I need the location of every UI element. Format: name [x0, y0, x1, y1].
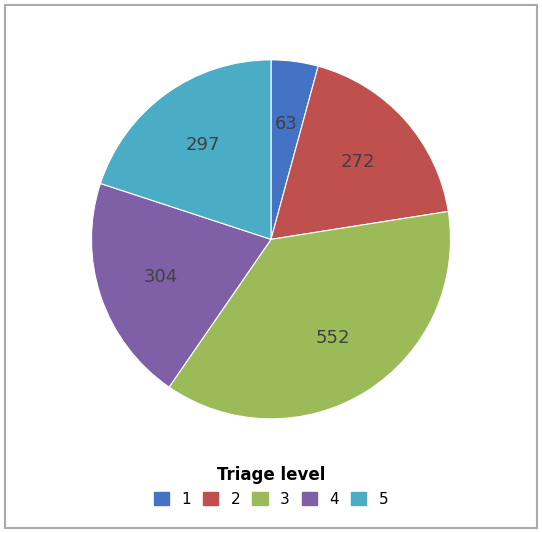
Wedge shape [169, 212, 450, 419]
Legend: 1, 2, 3, 4, 5: 1, 2, 3, 4, 5 [146, 458, 396, 514]
Wedge shape [92, 183, 271, 387]
Wedge shape [271, 66, 448, 239]
Text: 552: 552 [316, 329, 350, 347]
Text: 63: 63 [275, 115, 298, 133]
Text: 297: 297 [185, 136, 220, 154]
Wedge shape [271, 60, 318, 239]
Text: 272: 272 [340, 152, 375, 171]
Text: 304: 304 [143, 268, 178, 286]
Wedge shape [100, 60, 271, 239]
